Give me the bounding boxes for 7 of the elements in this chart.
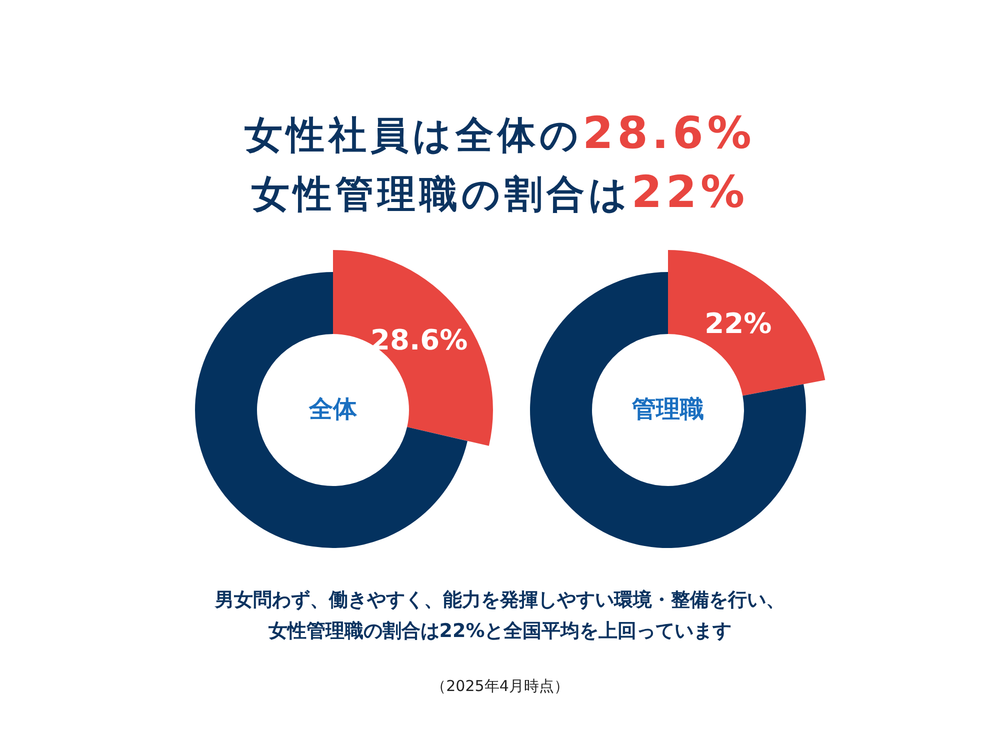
data-label: 22%	[704, 307, 772, 340]
text: 全体	[308, 395, 358, 423]
text: 女性管理職の割合は22%と全国平均を上回っています	[267, 619, 733, 644]
data-label: 28.6%	[370, 323, 468, 356]
text: （2025年4月時点）	[430, 677, 570, 696]
text: 管理職	[631, 395, 704, 423]
text: 男女問わず、働きやすく、能力を発揮しやすい環境・整備を行い、	[214, 588, 786, 613]
